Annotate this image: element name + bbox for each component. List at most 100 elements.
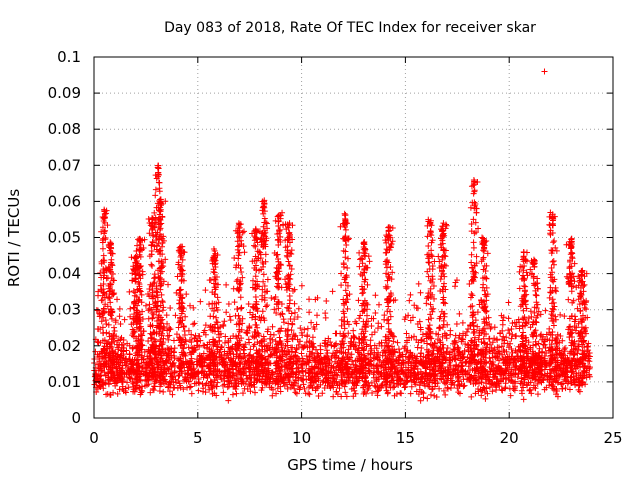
data-point <box>299 377 306 384</box>
data-point <box>408 383 415 390</box>
data-point <box>292 389 299 396</box>
data-point <box>343 393 350 400</box>
data-point <box>375 320 382 327</box>
data-point <box>507 392 514 399</box>
data-point <box>345 255 351 262</box>
data-point <box>585 340 592 347</box>
data-point <box>338 282 345 289</box>
data-point <box>355 297 362 304</box>
data-point <box>330 393 337 400</box>
data-point <box>417 397 424 404</box>
data-point <box>453 320 460 327</box>
data-point <box>306 309 313 316</box>
data-point <box>406 297 413 304</box>
data-point <box>423 300 430 307</box>
data-point <box>322 310 329 317</box>
data-point <box>156 179 163 186</box>
data-point <box>374 392 381 399</box>
data-point <box>384 390 391 397</box>
data-point <box>468 393 475 400</box>
data-point <box>238 268 245 275</box>
data-point <box>424 395 431 402</box>
data-point <box>284 385 291 392</box>
data-point <box>482 395 489 402</box>
data-point <box>105 380 112 387</box>
data-point <box>475 336 482 343</box>
data-point <box>247 346 254 353</box>
data-point <box>297 325 304 332</box>
data-point <box>275 284 282 291</box>
data-point <box>524 382 531 389</box>
data-point <box>341 314 348 321</box>
data-point <box>306 391 313 398</box>
data-point <box>505 299 512 306</box>
data-point <box>489 388 496 395</box>
data-point <box>223 281 230 288</box>
data-point <box>367 342 374 349</box>
data-point <box>220 382 227 389</box>
data-point <box>253 322 260 329</box>
data-point <box>365 253 372 260</box>
data-point <box>561 313 568 320</box>
data-point <box>111 328 118 335</box>
data-point <box>440 387 447 394</box>
data-point <box>225 397 232 404</box>
data-point <box>384 308 391 315</box>
data-point <box>239 390 246 397</box>
data-point <box>251 242 258 249</box>
data-point <box>295 341 302 348</box>
data-point <box>139 364 146 371</box>
data-point <box>510 385 517 392</box>
data-point <box>566 386 573 393</box>
data-point <box>534 380 541 387</box>
data-point <box>426 259 433 266</box>
data-point <box>304 325 311 332</box>
data-point <box>185 344 192 351</box>
data-point <box>146 286 153 293</box>
data-point <box>262 251 269 258</box>
data-point <box>233 390 240 397</box>
data-point <box>375 301 382 308</box>
data-point <box>417 289 424 296</box>
data-point <box>165 281 172 288</box>
data-point <box>372 309 379 316</box>
data-point <box>196 380 203 387</box>
data-point <box>456 310 463 317</box>
data-point <box>221 318 228 325</box>
data-point <box>329 288 336 295</box>
data-point <box>268 295 275 302</box>
data-point <box>285 258 292 265</box>
data-point <box>478 392 485 399</box>
data-point <box>519 390 526 397</box>
data-point <box>275 255 282 262</box>
data-point <box>520 396 527 403</box>
data-point <box>442 391 449 398</box>
data-point <box>444 385 451 392</box>
data-point <box>430 305 437 312</box>
data-point <box>182 313 189 320</box>
data-point <box>111 324 118 331</box>
data-point <box>202 389 209 396</box>
data-point <box>225 301 232 308</box>
data-point <box>367 337 374 344</box>
data-point <box>433 330 440 337</box>
data-point <box>428 232 435 239</box>
data-point <box>108 256 115 263</box>
data-point <box>251 389 258 396</box>
data-point <box>505 315 512 322</box>
data-point <box>425 243 432 250</box>
data-point <box>225 344 232 351</box>
data-point <box>237 294 244 301</box>
data-point <box>338 270 345 277</box>
data-point <box>284 253 291 260</box>
data-point <box>101 228 108 235</box>
data-point <box>206 301 213 308</box>
data-point <box>145 338 152 345</box>
data-point <box>384 317 391 324</box>
data-point <box>160 388 167 395</box>
data-point <box>170 337 177 344</box>
data-point <box>356 315 363 322</box>
data-point <box>167 326 174 333</box>
data-point <box>226 313 233 320</box>
